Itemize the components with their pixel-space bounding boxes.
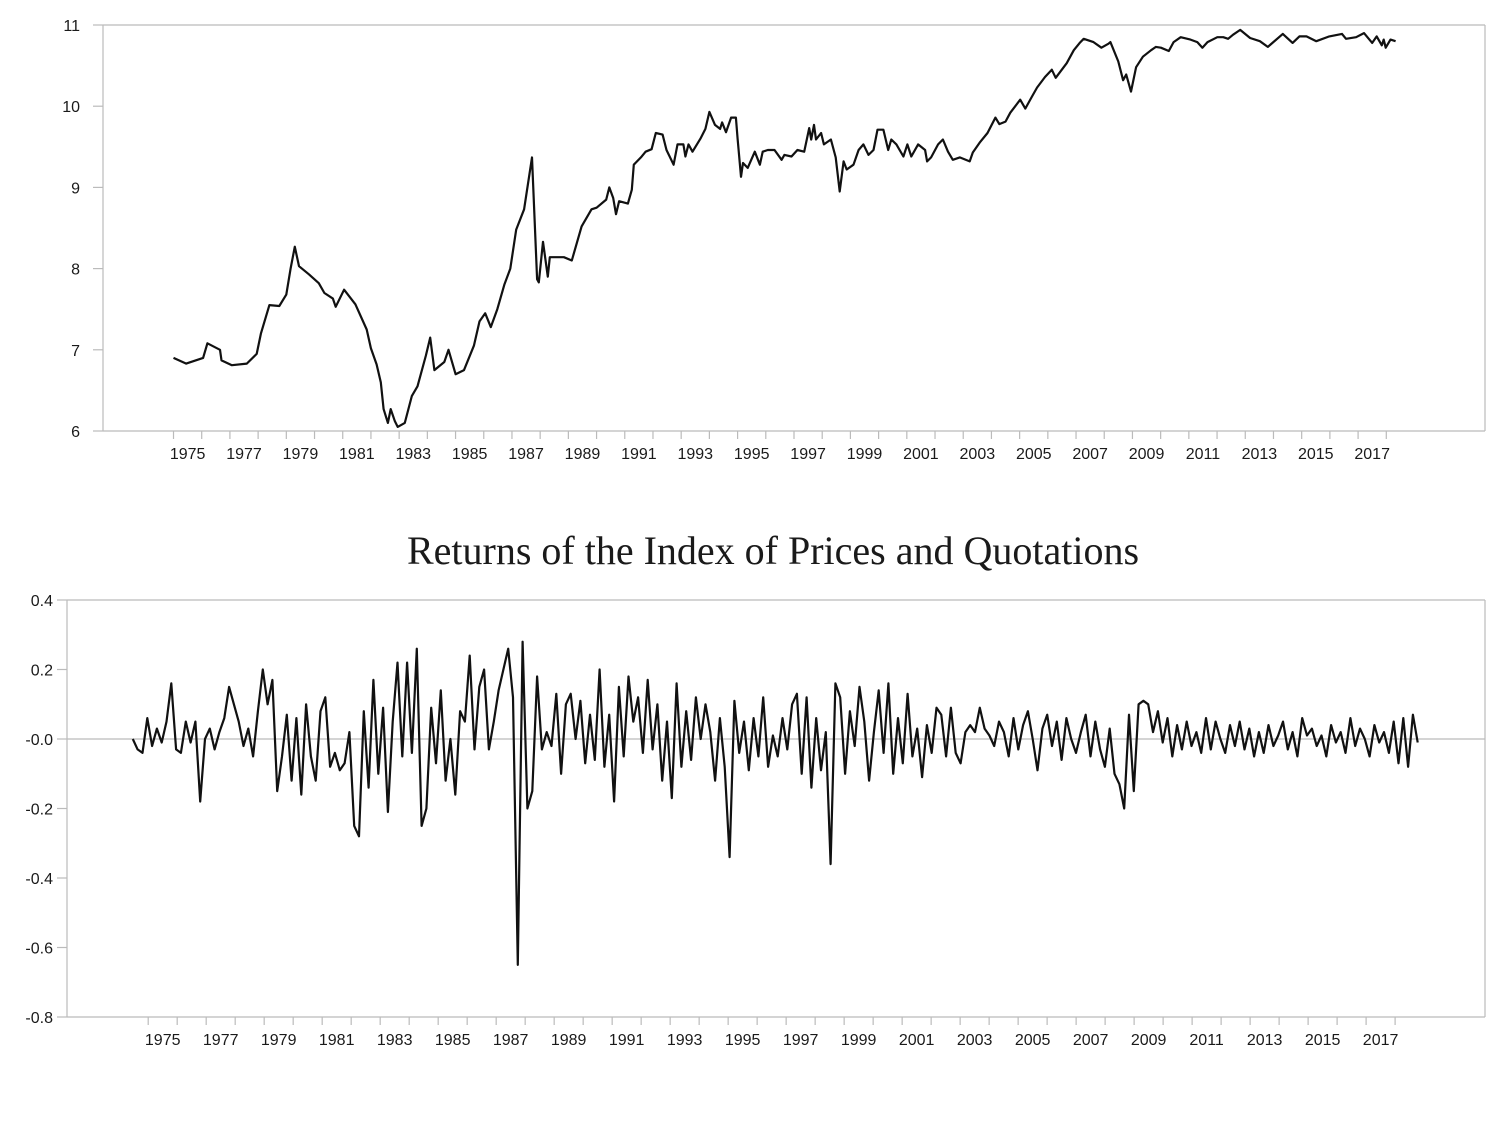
x-tick-label: 1977: [203, 1032, 239, 1049]
x-tick-label: 2001: [899, 1032, 935, 1049]
x-tick-label: 2005: [1016, 446, 1052, 463]
y-tick-label: 0.4: [31, 593, 53, 610]
x-tick-label: 1989: [565, 446, 601, 463]
x-tick-label: 1977: [226, 446, 262, 463]
y-tick-label: 7: [71, 343, 80, 360]
x-tick-label: 1983: [395, 446, 431, 463]
y-tick-label: -0.2: [25, 802, 53, 819]
y-tick-label: -0.0: [25, 732, 53, 749]
x-tick-label: 1981: [319, 1032, 355, 1049]
x-tick-label: 2003: [960, 446, 996, 463]
x-tick-label: 2015: [1305, 1032, 1341, 1049]
x-tick-label: 1991: [621, 446, 657, 463]
y-tick-label: -0.6: [25, 941, 53, 958]
x-tick-label: 1991: [609, 1032, 645, 1049]
x-tick-label: 1981: [339, 446, 375, 463]
x-tick-label: 2007: [1073, 1032, 1109, 1049]
x-tick-label: 2007: [1072, 446, 1108, 463]
x-tick-label: 1997: [790, 446, 826, 463]
x-tick-label: 1979: [261, 1032, 297, 1049]
x-tick-label: 2005: [1015, 1032, 1051, 1049]
y-tick-label: 8: [71, 262, 80, 279]
returns-chart-title: Returns of the Index of Prices and Quota…: [407, 528, 1139, 573]
x-tick-label: 1975: [145, 1032, 181, 1049]
x-tick-label: 2017: [1363, 1032, 1399, 1049]
x-tick-label: 1979: [283, 446, 319, 463]
x-tick-label: 2013: [1242, 446, 1278, 463]
y-tick-label: 11: [63, 18, 80, 35]
x-tick-label: 1995: [734, 446, 770, 463]
x-tick-label: 1975: [170, 446, 206, 463]
y-tick-label: 6: [71, 424, 80, 441]
x-tick-label: 1999: [847, 446, 883, 463]
x-tick-label: 2011: [1186, 446, 1221, 463]
x-tick-label: 1999: [841, 1032, 877, 1049]
y-tick-label: 9: [71, 180, 80, 197]
x-tick-label: 1987: [508, 446, 544, 463]
x-tick-label: 1985: [452, 446, 488, 463]
x-tick-label: 1997: [783, 1032, 819, 1049]
x-tick-label: 2009: [1131, 1032, 1167, 1049]
y-tick-label: 10: [62, 99, 80, 116]
x-tick-label: 1987: [493, 1032, 529, 1049]
series-line: [131, 640, 1419, 967]
x-tick-label: 2009: [1129, 446, 1165, 463]
x-tick-label: 1993: [667, 1032, 703, 1049]
returns-chart: -0.8 -0.6 -0.4 -0.2 -0.0 0.2 0.4 1975 1977 1979 19…: [25, 593, 1486, 1049]
x-tick-label: 2013: [1247, 1032, 1283, 1049]
y-tick-label: -0.4: [25, 871, 53, 888]
x-tick-label: 2017: [1354, 446, 1390, 463]
series-line: [173, 28, 1396, 428]
x-tick-label: 2003: [957, 1032, 993, 1049]
x-tick-label: 1993: [677, 446, 713, 463]
x-tick-label: 1989: [551, 1032, 587, 1049]
x-tick-label: 1983: [377, 1032, 413, 1049]
x-tick-label: 2011: [1189, 1032, 1224, 1049]
x-tick-label: 2001: [903, 446, 939, 463]
y-tick-label: 0.2: [31, 663, 53, 680]
x-tick-label: 2015: [1298, 446, 1334, 463]
y-tick-label: -0.8: [25, 1010, 53, 1027]
index-level-chart: 6 7 8 9 10 11 1975 1977 1979 1981 1983 1985 1987 1989…: [62, 18, 1486, 463]
x-tick-label: 1985: [435, 1032, 471, 1049]
x-tick-label: 1995: [725, 1032, 761, 1049]
